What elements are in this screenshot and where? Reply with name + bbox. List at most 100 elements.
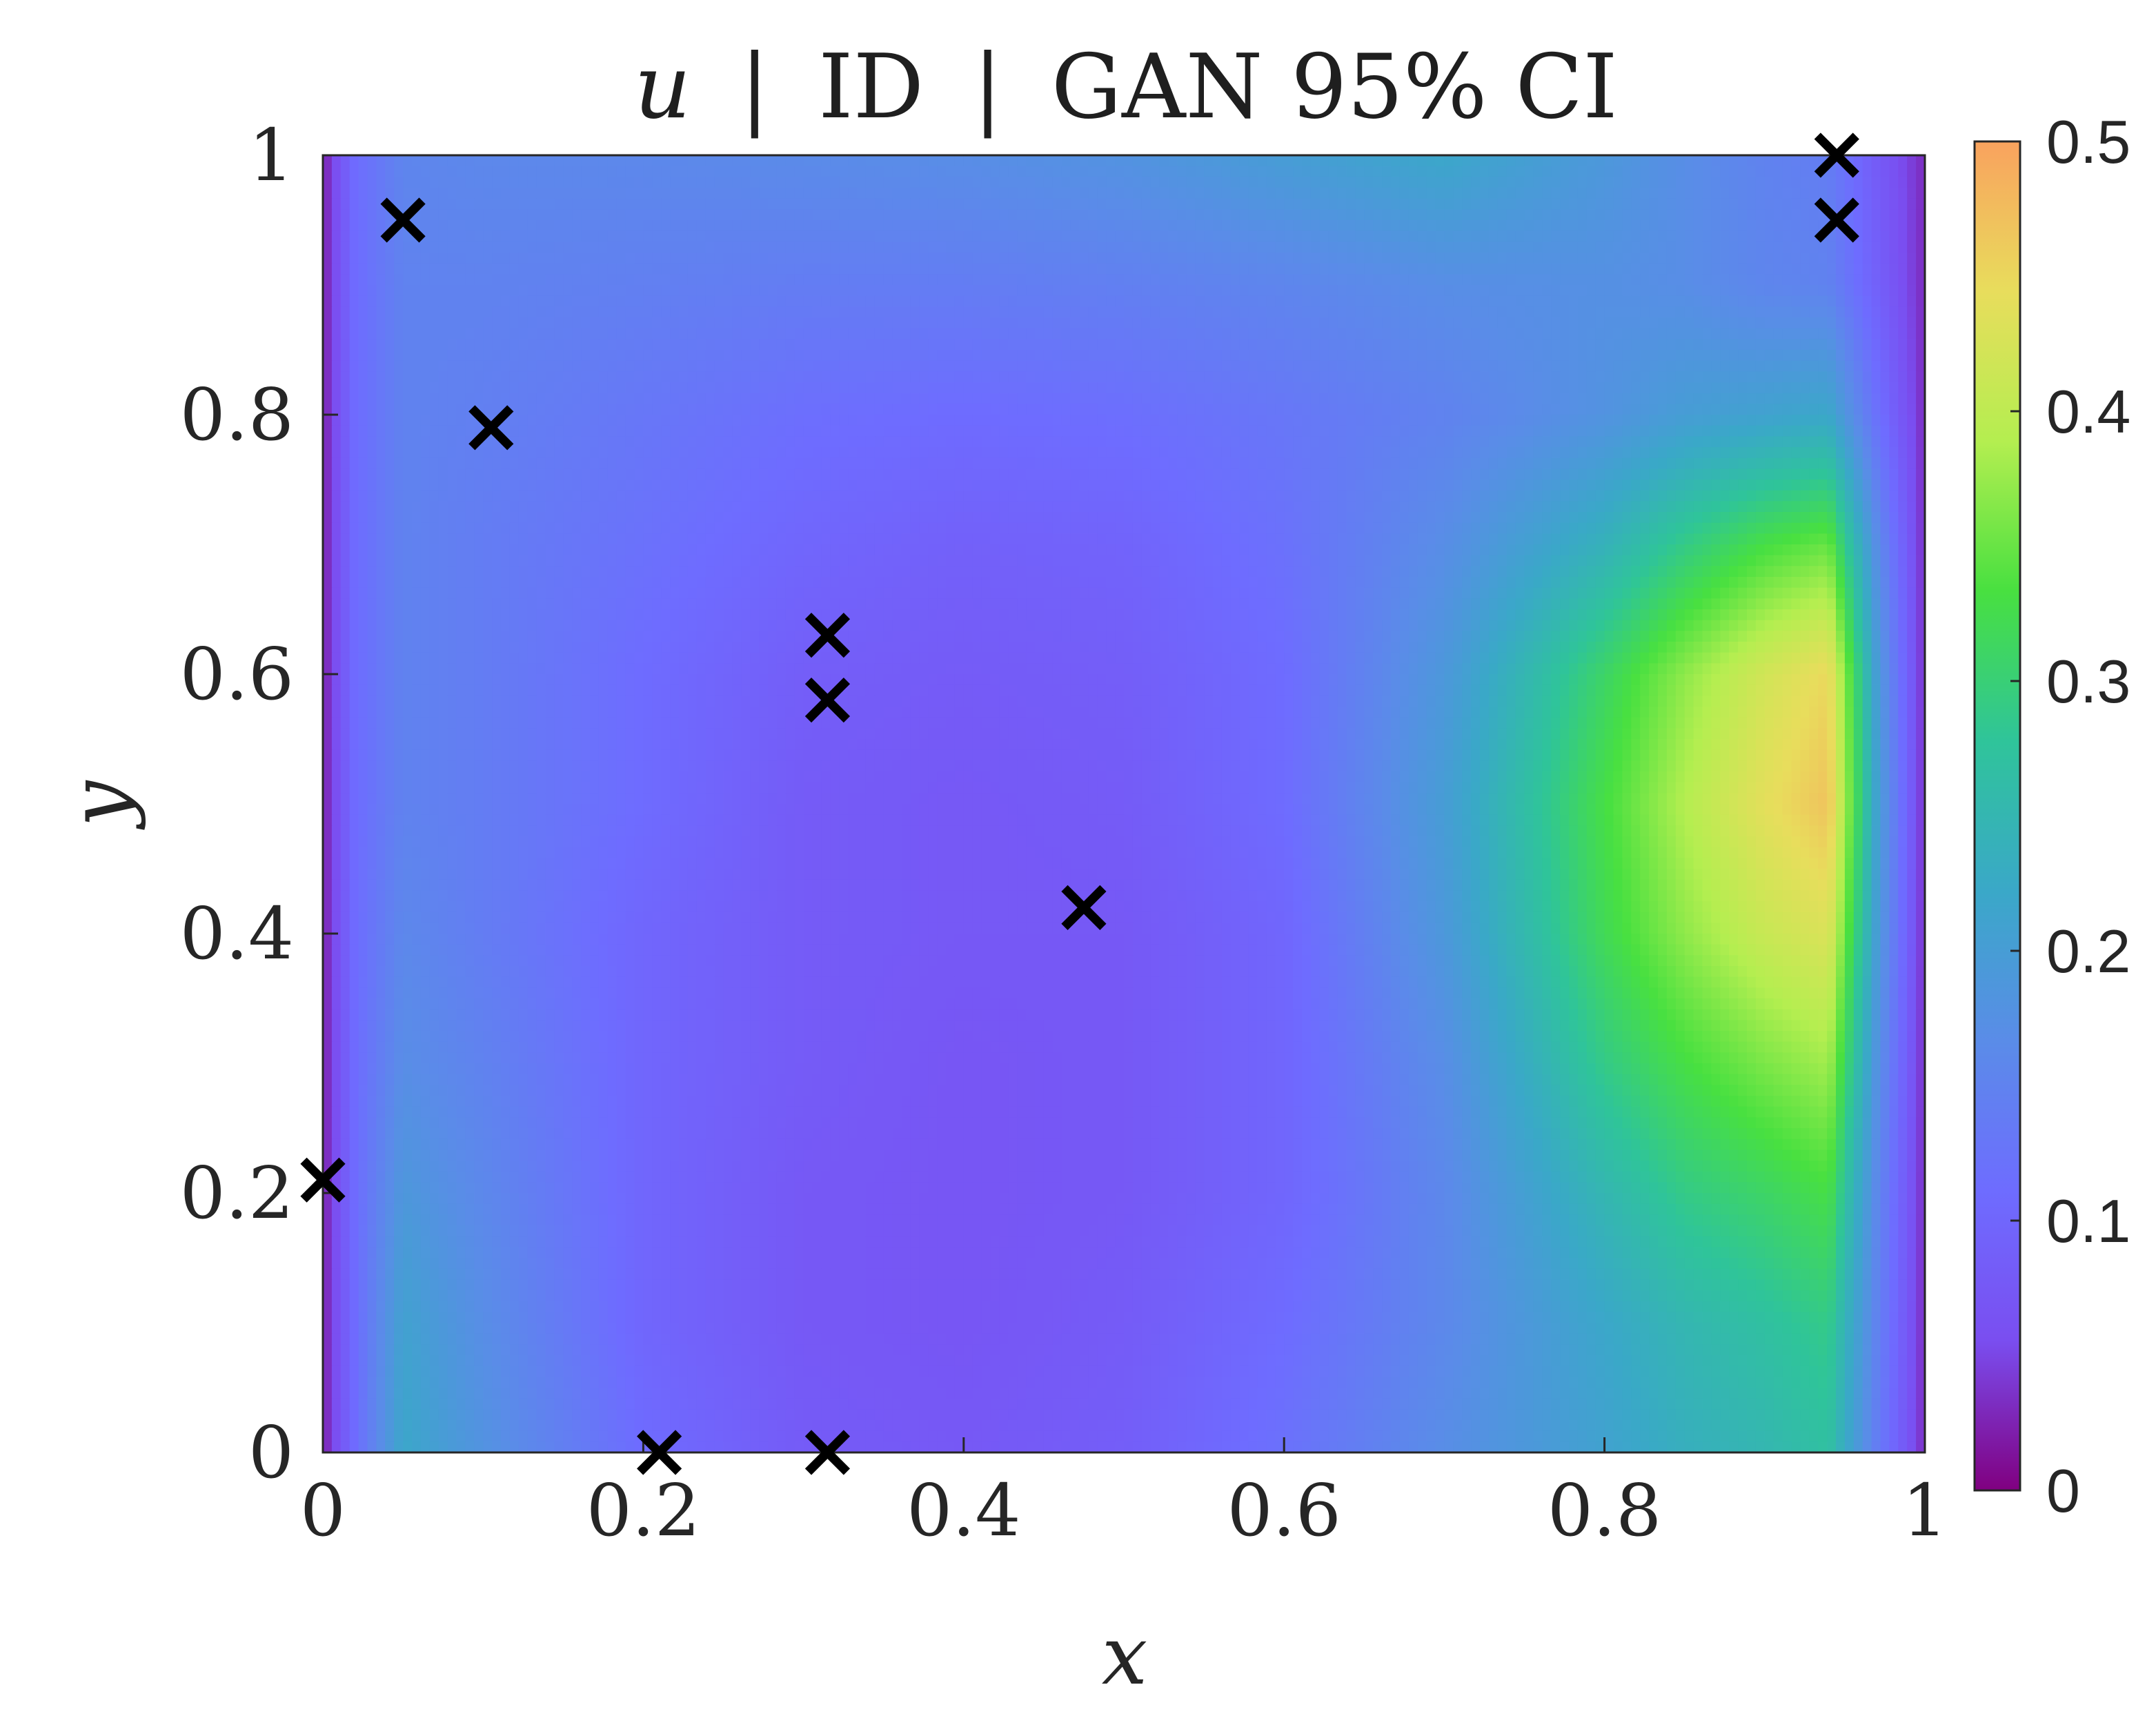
heatmap-cell — [1124, 241, 1134, 253]
heatmap-cell — [438, 360, 448, 373]
heatmap-cell — [741, 285, 751, 297]
heatmap-cell — [1631, 253, 1641, 264]
heatmap-cell — [634, 253, 644, 264]
heatmap-cell — [403, 263, 413, 275]
heatmap-cell — [759, 447, 769, 459]
heatmap-cell — [1827, 415, 1837, 426]
heatmap-cell — [901, 253, 911, 264]
heatmap-cell — [1524, 328, 1534, 340]
heatmap-cell — [732, 155, 742, 167]
heatmap-cell — [581, 339, 591, 351]
heatmap-cell — [705, 415, 715, 426]
heatmap-cell — [1747, 188, 1757, 199]
heatmap-cell — [1488, 274, 1499, 286]
heatmap-cell — [1604, 274, 1614, 286]
heatmap-cell — [634, 209, 644, 221]
heatmap-cell — [1666, 436, 1677, 448]
heatmap-cell — [946, 285, 956, 297]
heatmap-cell — [403, 328, 413, 340]
heatmap-cell — [928, 415, 938, 426]
heatmap-cell — [1302, 436, 1312, 448]
heatmap-cell — [1017, 263, 1027, 275]
heatmap-cell — [759, 177, 769, 188]
heatmap-cell — [741, 177, 751, 188]
heatmap-cell — [1061, 350, 1071, 362]
heatmap-cell — [625, 447, 635, 459]
heatmap-cell — [420, 415, 431, 426]
heatmap-cell — [1569, 253, 1579, 264]
heatmap-cell — [1569, 371, 1579, 383]
heatmap-cell — [1551, 188, 1561, 199]
heatmap-cell — [1773, 393, 1783, 405]
heatmap-cell — [1453, 436, 1463, 448]
heatmap-cell — [954, 328, 965, 340]
heatmap-cell — [1230, 274, 1240, 286]
heatmap-cell — [536, 241, 546, 253]
heatmap-cell — [679, 350, 689, 362]
heatmap-cell — [1435, 188, 1445, 199]
heatmap-cell — [1720, 188, 1730, 199]
heatmap-cell — [1141, 188, 1151, 199]
heatmap-cell — [1720, 415, 1730, 426]
heatmap-cell — [812, 295, 822, 308]
heatmap-cell — [572, 274, 582, 286]
heatmap-cell — [705, 447, 715, 459]
heatmap-cell — [830, 382, 840, 394]
heatmap-cell — [1542, 253, 1552, 264]
heatmap-cell — [1221, 188, 1232, 199]
heatmap-cell — [438, 188, 448, 199]
heatmap-cell — [1524, 339, 1534, 351]
heatmap-cell — [910, 241, 920, 253]
heatmap-cell — [1551, 317, 1561, 329]
heatmap-cell — [1373, 371, 1383, 383]
heatmap-cell — [1337, 328, 1347, 340]
heatmap-cell — [723, 317, 733, 329]
heatmap-cell — [1738, 209, 1748, 221]
heatmap-cell — [661, 447, 671, 459]
heatmap-cell — [928, 253, 938, 264]
heatmap-cell — [1693, 328, 1703, 340]
heatmap-cell — [1150, 447, 1160, 459]
heatmap-cell — [768, 253, 778, 264]
heatmap-cell — [1480, 393, 1490, 405]
heatmap-cell — [1275, 295, 1285, 308]
heatmap-cell — [1800, 220, 1810, 232]
heatmap-cell — [1399, 285, 1410, 297]
heatmap-cell — [670, 263, 680, 275]
heatmap-cell — [1729, 317, 1739, 329]
heatmap-cell — [1844, 274, 1855, 286]
heatmap-cell — [1070, 155, 1080, 167]
heatmap-cell — [509, 306, 520, 318]
heatmap-cell — [750, 415, 760, 426]
heatmap-cell — [1666, 263, 1677, 275]
heatmap-cell — [625, 306, 635, 318]
heatmap-cell — [509, 415, 520, 426]
heatmap-cell — [1827, 263, 1837, 275]
heatmap-cell — [946, 393, 956, 405]
heatmap-cell — [1782, 415, 1792, 426]
heatmap-cell — [1408, 360, 1418, 373]
heatmap-cell — [981, 230, 991, 243]
heatmap-cell — [323, 295, 333, 308]
heatmap-cell — [1764, 350, 1774, 362]
heatmap-cell — [1631, 263, 1641, 275]
heatmap-cell — [1747, 220, 1757, 232]
heatmap-cell — [572, 360, 582, 373]
heatmap-cell — [1417, 295, 1427, 308]
heatmap-cell — [412, 177, 422, 188]
heatmap-cell — [1666, 274, 1677, 286]
heatmap-cell — [349, 404, 359, 415]
heatmap-cell — [1382, 447, 1392, 459]
heatmap-cell — [1106, 230, 1116, 243]
heatmap-cell — [1079, 415, 1089, 426]
heatmap-cell — [1248, 166, 1258, 178]
heatmap-cell — [776, 209, 787, 221]
heatmap-cell — [1471, 274, 1481, 286]
heatmap-cell — [1186, 274, 1196, 286]
heatmap-cell — [1391, 230, 1401, 243]
heatmap-cell — [1177, 447, 1187, 459]
heatmap-cell — [1319, 177, 1329, 188]
heatmap-cell — [1302, 339, 1312, 351]
heatmap-cell — [1052, 177, 1062, 188]
heatmap-cell — [865, 263, 876, 275]
